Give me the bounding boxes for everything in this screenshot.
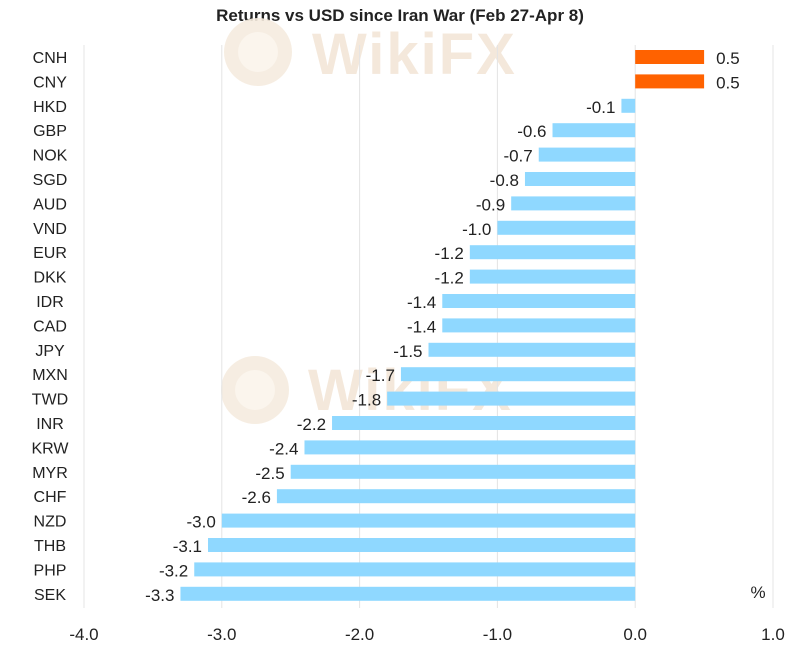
- value-label: -3.2: [159, 561, 188, 580]
- value-label: -3.0: [187, 513, 216, 532]
- value-label: -3.3: [145, 586, 174, 605]
- bar-dkk: [469, 269, 636, 284]
- value-label: -1.2: [435, 269, 464, 288]
- bar-idr: [442, 294, 636, 308]
- x-tick-label: -1.0: [483, 625, 512, 644]
- category-label: JPY: [35, 343, 65, 360]
- x-tick-label: -4.0: [69, 625, 98, 644]
- x-axis: -4.0 -3.0 -2.0 -1.0 0.0 1.0: [69, 625, 784, 644]
- chart-title: Returns vs USD since Iran War (Feb 27-Ap…: [216, 6, 584, 25]
- value-label: -1.4: [407, 293, 436, 312]
- bar-nok: [538, 147, 636, 162]
- bar-krw: [304, 440, 636, 455]
- value-label: -0.8: [490, 171, 519, 190]
- category-label: SGD: [33, 172, 68, 189]
- value-label: -1.2: [435, 244, 464, 263]
- value-label: -0.9: [476, 195, 505, 214]
- category-label: VND: [33, 221, 67, 238]
- category-label: CHF: [34, 489, 67, 506]
- category-label: INR: [36, 416, 64, 433]
- watermark-logo: WikiFX: [224, 18, 517, 87]
- category-label: SEK: [34, 587, 66, 604]
- bar-twd: [387, 391, 636, 406]
- category-label: PHP: [34, 562, 67, 579]
- category-label: CNH: [33, 50, 68, 67]
- value-label: -0.7: [503, 147, 532, 166]
- value-label: -0.6: [517, 122, 546, 141]
- bar-mxn: [400, 367, 636, 382]
- category-label: GBP: [33, 123, 67, 140]
- category-label: NZD: [34, 514, 67, 531]
- value-label: -2.5: [255, 464, 284, 483]
- category-label: MYR: [32, 465, 68, 482]
- value-label: 0.5: [716, 49, 740, 68]
- value-label: -3.1: [173, 537, 202, 556]
- bar-aud: [511, 196, 636, 211]
- bar-cnh: [635, 50, 705, 64]
- x-tick-label: -2.0: [345, 625, 374, 644]
- value-label: -1.8: [352, 391, 381, 410]
- watermark-text: WikiFX: [312, 22, 517, 87]
- category-label: IDR: [36, 294, 64, 311]
- category-label: MXN: [32, 367, 68, 384]
- bar-gbp: [552, 123, 636, 138]
- value-label: -2.2: [297, 415, 326, 434]
- bar-eur: [469, 245, 636, 260]
- bar-php: [194, 562, 636, 577]
- category-label: TWD: [32, 392, 68, 409]
- value-label: 0.5: [716, 73, 740, 92]
- value-label: -1.4: [407, 317, 436, 336]
- category-label: AUD: [33, 196, 67, 213]
- x-tick-label: 0.0: [623, 625, 647, 644]
- value-label: -2.4: [269, 439, 298, 458]
- bar-inr: [332, 416, 636, 430]
- bars: [180, 50, 705, 601]
- value-label: -0.1: [586, 98, 615, 117]
- unit-label: %: [750, 583, 765, 602]
- bar-hkd: [621, 98, 636, 113]
- value-label: -1.0: [462, 220, 491, 239]
- category-label: KRW: [31, 440, 69, 457]
- bar-vnd: [497, 220, 636, 235]
- bar-myr: [290, 464, 636, 479]
- bar-chf: [276, 489, 636, 504]
- category-label: DKK: [34, 270, 67, 287]
- bar-thb: [208, 538, 636, 552]
- bar-sgd: [524, 172, 636, 186]
- x-tick-label: -3.0: [207, 625, 236, 644]
- category-label: THB: [34, 538, 66, 555]
- x-tick-label: 1.0: [761, 625, 785, 644]
- bar-cad: [442, 318, 636, 333]
- bar-nzd: [221, 513, 636, 528]
- category-label: NOK: [33, 148, 68, 165]
- labels: CNH 0.5 CNY 0.5 HKD -0.1 GBP -0.6 NOK -0.7 SGD -0.8…: [31, 49, 739, 605]
- bar-sek: [180, 586, 636, 601]
- category-label: CAD: [33, 318, 67, 335]
- category-label: CNY: [33, 74, 67, 91]
- value-label: -1.5: [393, 342, 422, 361]
- value-label: -1.7: [366, 366, 395, 385]
- value-label: -2.6: [242, 488, 271, 507]
- category-label: HKD: [33, 99, 67, 116]
- bar-cny: [635, 74, 705, 89]
- category-label: EUR: [33, 245, 67, 262]
- bar-jpy: [428, 342, 636, 357]
